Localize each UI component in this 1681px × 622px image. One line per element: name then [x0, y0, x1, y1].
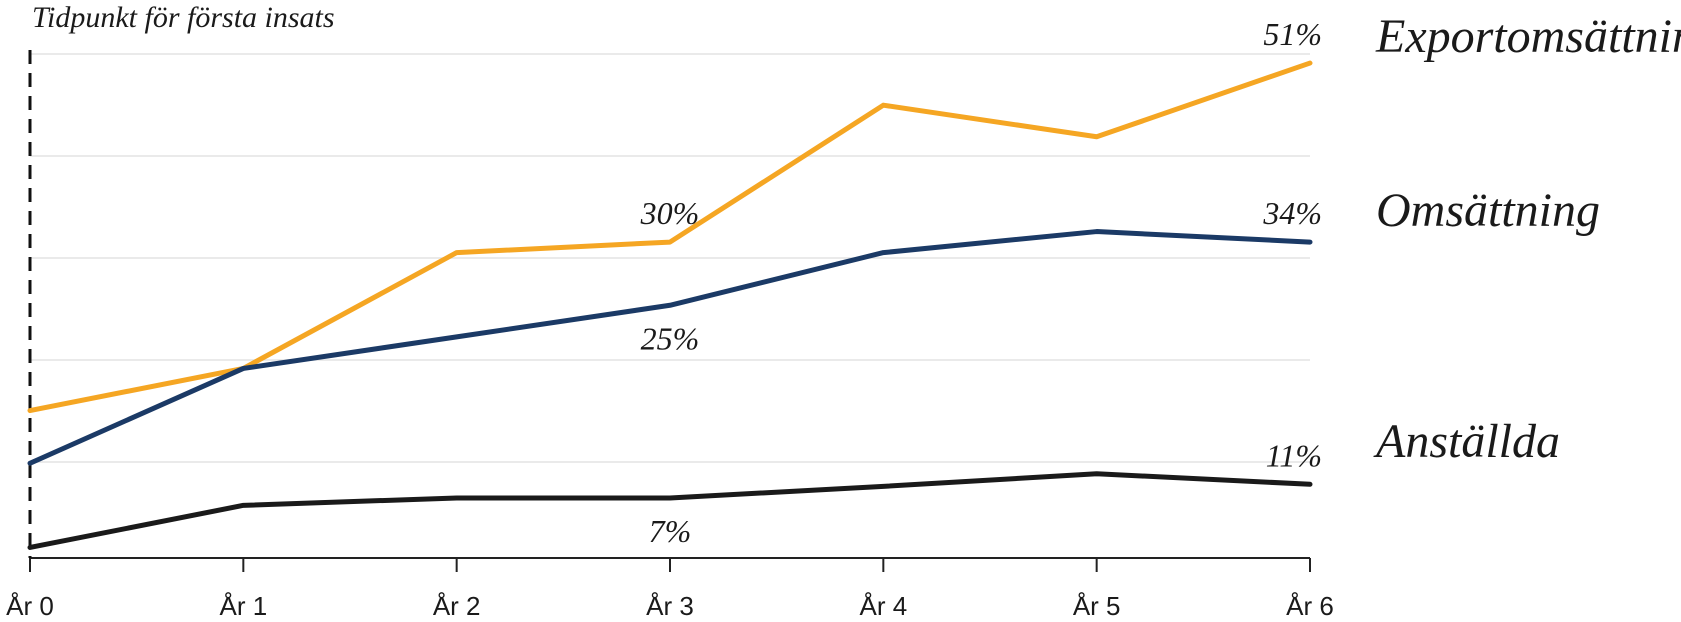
series-name-label: Anställda: [1373, 415, 1560, 468]
x-tick-label: År 0: [6, 591, 54, 621]
series-name-labels: Exportomsättning Omsättning Anställda: [1373, 10, 1681, 468]
value-annotation: 7%: [649, 513, 692, 549]
value-annotations: 30% 51% 25% 34% 7% 11%: [640, 16, 1322, 549]
first-intervention-marker-label: Tidpunkt för första insats: [32, 1, 335, 34]
x-tick-label: År 1: [219, 591, 267, 621]
gridlines: [30, 53, 1310, 463]
series-line-1: [27, 229, 1313, 466]
series-lines: [27, 60, 1313, 550]
value-annotation: 11%: [1266, 437, 1322, 473]
value-annotation: 51%: [1263, 16, 1322, 52]
x-tick-label: År 4: [859, 591, 907, 621]
series-line-0: [27, 60, 1313, 414]
series-name-label: Omsättning: [1376, 184, 1600, 237]
series-name-label: Exportomsättning: [1375, 10, 1681, 63]
x-tick-label: År 5: [1073, 591, 1121, 621]
value-annotation: 25%: [641, 320, 700, 356]
value-annotation: 30%: [640, 195, 700, 231]
x-tick-label: År 2: [433, 591, 481, 621]
series-line-2: [27, 471, 1313, 550]
x-axis-ticks: År 0 År 1 År 2 År 3 År 4 År 5 År 6: [6, 558, 1334, 621]
x-tick-label: År 3: [646, 591, 694, 621]
x-tick-label: År 6: [1286, 591, 1334, 621]
value-annotation: 34%: [1262, 195, 1322, 231]
